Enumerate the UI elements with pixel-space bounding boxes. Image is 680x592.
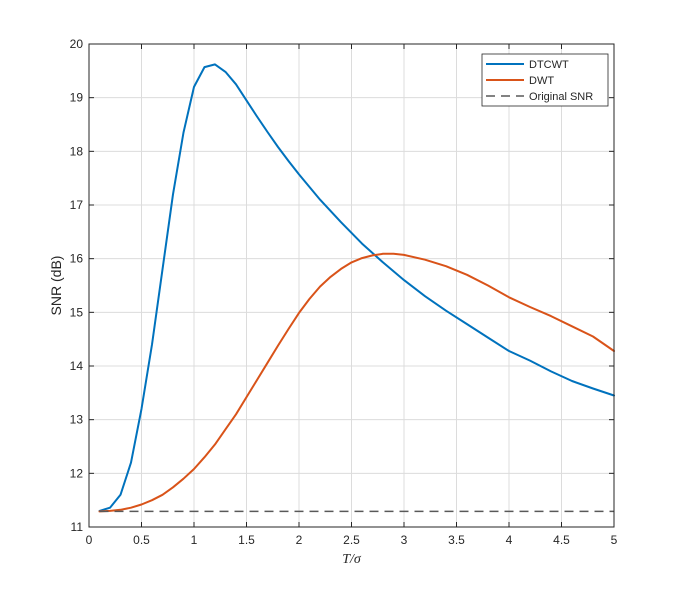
y-tick-label: 19 (70, 91, 84, 105)
x-tick-label: 5 (611, 533, 618, 547)
y-tick-label: 18 (70, 144, 84, 158)
y-tick-label: 13 (70, 413, 84, 427)
series-line-dtcwt (98, 63, 615, 512)
x-tick-label: 1 (191, 533, 198, 547)
x-tick-label: 4.5 (553, 533, 570, 547)
y-tick-label: 14 (70, 359, 84, 373)
x-tick-label: 0.5 (133, 533, 150, 547)
x-tick-label: 1.5 (238, 533, 255, 547)
y-tick-label: 20 (70, 37, 84, 51)
x-tick-label: 4 (506, 533, 513, 547)
legend-label-dwt: DWT (529, 75, 554, 87)
x-tick-label: 3 (401, 533, 408, 547)
legend: DTCWT DWT Original SNR (481, 53, 609, 107)
y-tick-label: 17 (70, 198, 84, 212)
legend-items: DTCWT DWT Original SNR (486, 59, 593, 103)
x-tick-label: 2 (296, 533, 303, 547)
x-tick-label: 3.5 (448, 533, 465, 547)
x-axis-title: T/σ (342, 552, 362, 567)
series-line-dwt (98, 252, 615, 513)
y-tick-label: 15 (70, 305, 84, 319)
y-tick-label: 12 (70, 466, 84, 480)
axis-ticks: 0 0.5 1 1.5 2 2.5 3 3.5 4 4.5 5 11 12 13 14 15 16 17 18 19 2… (70, 37, 618, 547)
y-tick-label: 11 (71, 520, 84, 534)
y-axis-title: SNR (dB) (48, 256, 64, 316)
legend-label-original-snr: Original SNR (529, 91, 593, 103)
x-tick-label: 2.5 (343, 533, 360, 547)
y-tick-label: 16 (70, 252, 84, 266)
series-lines (98, 63, 615, 513)
legend-label-dtcwt: DTCWT (529, 59, 569, 71)
x-tick-label: 0 (86, 533, 93, 547)
